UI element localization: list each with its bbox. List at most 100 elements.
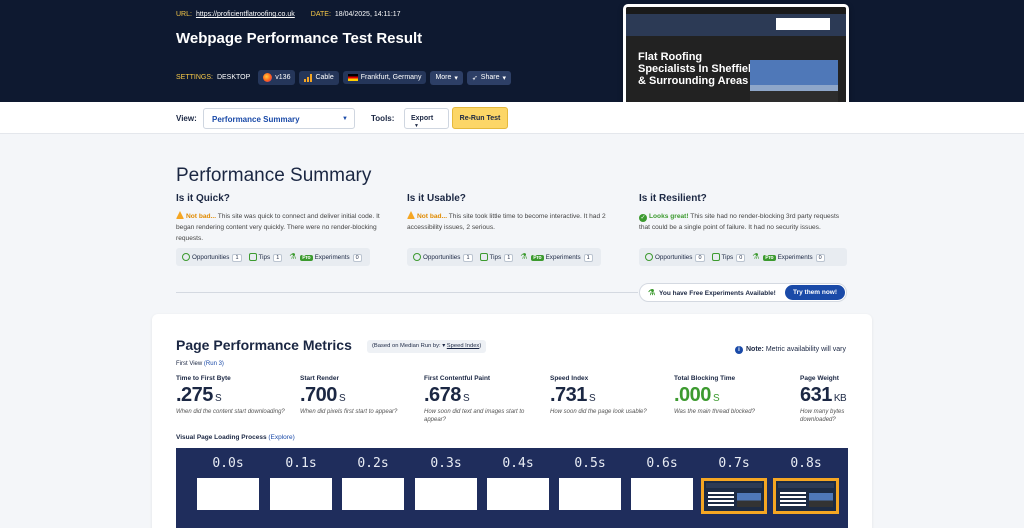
resilient-text: This site had no render-blocking 3rd par…	[639, 213, 840, 231]
section-divider	[176, 292, 638, 293]
opportunities-count: 1	[232, 253, 242, 262]
screenshot-header	[626, 14, 846, 36]
tips-count: 0	[736, 253, 746, 262]
tips-label: Tips	[489, 253, 502, 261]
note-label: Note:	[746, 346, 764, 353]
filmstrip-frame-changed[interactable]: 0.8s	[773, 448, 839, 514]
germany-flag-icon	[347, 74, 358, 81]
warning-icon	[407, 211, 415, 219]
metric-label: Speed Index	[550, 375, 589, 382]
opportunities-stat[interactable]: Opportunities 0	[645, 252, 705, 262]
experiments-label: Experiments	[777, 253, 813, 261]
filmstrip-frame-changed[interactable]: 0.7s	[701, 448, 767, 514]
median-run-selector[interactable]: (Based on Median Run by: ▾ Speed Index)	[367, 340, 487, 353]
run-link[interactable]: (Run 3)	[203, 361, 224, 367]
usable-text: This site took little time to become int…	[407, 213, 606, 231]
experiments-label: Experiments	[545, 253, 581, 261]
first-view-label: First View (Run 3)	[176, 361, 224, 367]
metric-question: How soon did the page look usable?	[550, 409, 647, 415]
firefox-icon	[263, 73, 273, 82]
share-dropdown[interactable]: ➶ Share ▾	[466, 70, 511, 85]
tips-icon	[248, 252, 257, 261]
info-icon: i	[735, 346, 743, 354]
browser-version: v136	[275, 74, 291, 81]
export-dropdown[interactable]: Export ▼	[404, 108, 449, 129]
more-dropdown[interactable]: More ▾	[430, 70, 463, 85]
resilient-section: Is it Resilient? ✓ Looks great! This site…	[639, 193, 849, 233]
frame-image	[559, 478, 621, 510]
screenshot-topbar	[626, 7, 846, 14]
median-prefix: (Based on Median Run by:	[372, 343, 443, 349]
filmstrip-frame[interactable]: 0.1s	[268, 448, 334, 510]
frame-time: 0.2s	[357, 456, 389, 471]
page-screenshot-thumbnail[interactable]: Flat Roofing Specialists In Sheffield & …	[623, 4, 849, 119]
quick-description: Not bad... This site was quick to connec…	[176, 211, 386, 244]
warning-icon	[176, 211, 184, 219]
experiments-stat[interactable]: ⚗ Pro Experiments 0	[289, 252, 362, 262]
tips-stat[interactable]: Tips 1	[479, 252, 514, 262]
view-select[interactable]: Performance Summary ▼	[203, 108, 355, 129]
test-meta: URL: https://proficientflatroofing.co.uk …	[176, 11, 401, 18]
tips-label: Tips	[258, 253, 271, 261]
metric-label: Page Weight	[800, 375, 839, 382]
filmstrip-frame[interactable]: 0.5s	[557, 448, 623, 510]
filmstrip[interactable]: 0.0s 0.1s 0.2s 0.3s 0.4s 0.5s 0.6s 0.7s …	[176, 448, 848, 528]
experiments-stat[interactable]: ⚗ Pro Experiments 1	[520, 252, 593, 262]
filmstrip-frame[interactable]: 0.6s	[629, 448, 695, 510]
chevron-down-icon: ▼	[342, 116, 348, 122]
usable-stats[interactable]: Opportunities 1 Tips 1 ⚗ Pro Experiments 1	[407, 248, 601, 266]
metric-number: .678	[424, 384, 461, 406]
metric-unit: S	[588, 393, 596, 404]
explore-link[interactable]: (Explore)	[268, 434, 295, 441]
metric-label: Total Blocking Time	[674, 375, 736, 382]
metric-unit: KB	[833, 393, 847, 404]
metric-page-weight: Page Weight 631 KB How many bytes downloa…	[800, 375, 864, 424]
metric-number: .275	[176, 384, 213, 406]
tested-url-link[interactable]: https://proficientflatroofing.co.uk	[195, 11, 295, 18]
filmstrip-frame[interactable]: 0.0s	[195, 448, 261, 510]
metric-question: When did pixels first start to appear?	[300, 409, 398, 415]
rerun-test-button[interactable]: Re-Run Test	[452, 107, 508, 129]
performance-summary-title: Performance Summary	[176, 165, 372, 186]
resilient-stats[interactable]: Opportunities 0 Tips 0 ⚗ Pro Experiments 0	[639, 248, 847, 266]
more-label: More	[435, 74, 452, 81]
experiments-stat[interactable]: ⚗ Pro Experiments 0	[752, 252, 825, 262]
opportunities-stat[interactable]: Opportunities 1	[182, 252, 242, 262]
metric-start-render: Start Render .700 S When did pixels first…	[300, 375, 420, 416]
filmstrip-frame[interactable]: 0.3s	[413, 448, 479, 510]
median-metric[interactable]: Speed Index	[446, 343, 480, 349]
experiments-count: 0	[352, 253, 362, 262]
frame-image	[270, 478, 332, 510]
frame-image	[487, 478, 549, 510]
view-toolbar	[0, 102, 1024, 134]
metric-value: .678 S	[424, 384, 544, 407]
metric-value: .700 S	[300, 384, 420, 407]
view-label: View:	[176, 114, 197, 123]
tips-count: 1	[273, 253, 283, 262]
resilient-description: ✓ Looks great! This site had no render-bl…	[639, 211, 849, 233]
try-experiments-button[interactable]: Try them now!	[785, 285, 845, 300]
page-title: Webpage Performance Test Result	[176, 30, 423, 47]
metric-value: .731 S	[550, 384, 670, 407]
frame-time: 0.6s	[646, 456, 678, 471]
chevron-down-icon: ▾	[454, 74, 458, 82]
opportunities-stat[interactable]: Opportunities 1	[413, 252, 473, 262]
quick-stats[interactable]: Opportunities 1 Tips 1 ⚗ Pro Experiments 0	[176, 248, 370, 266]
filmstrip-frame[interactable]: 0.4s	[485, 448, 551, 510]
tips-stat[interactable]: Tips 0	[711, 252, 746, 262]
tips-count: 1	[504, 253, 514, 262]
date-label: DATE:	[310, 11, 331, 18]
quick-section: Is it Quick? Not bad... This site was qu…	[176, 193, 386, 244]
tips-stat[interactable]: Tips 1	[248, 252, 283, 262]
metric-unit: S	[214, 393, 222, 404]
usable-section: Is it Usable? Not bad... This site took …	[407, 193, 617, 233]
lightbulb-icon	[645, 252, 653, 261]
opportunities-label: Opportunities	[423, 253, 461, 261]
export-label: Export	[411, 115, 434, 122]
filmstrip-frame[interactable]: 0.2s	[340, 448, 406, 510]
experiments-count: 1	[583, 253, 593, 262]
share-icon: ➶	[471, 74, 478, 82]
experiments-label: Experiments	[314, 253, 350, 261]
frame-time: 0.0s	[212, 456, 244, 471]
metric-number: .000	[674, 384, 711, 406]
